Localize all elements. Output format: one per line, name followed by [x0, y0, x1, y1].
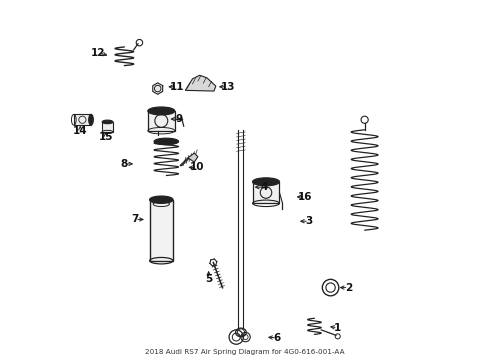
- Text: 3: 3: [305, 216, 312, 226]
- Polygon shape: [185, 75, 215, 91]
- Text: 1: 1: [333, 323, 341, 333]
- Bar: [149, 200, 173, 261]
- Bar: [252, 182, 279, 203]
- Text: 2: 2: [344, 283, 351, 293]
- Bar: [102, 122, 113, 132]
- Text: 2018 Audi RS7 Air Spring Diagram for 4G0-616-001-AA: 2018 Audi RS7 Air Spring Diagram for 4G0…: [144, 349, 344, 355]
- Bar: [74, 114, 91, 125]
- Ellipse shape: [102, 120, 113, 124]
- Ellipse shape: [252, 178, 279, 186]
- Text: 16: 16: [298, 192, 312, 202]
- Polygon shape: [152, 83, 163, 94]
- Text: 7: 7: [131, 215, 139, 224]
- Text: 5: 5: [204, 274, 212, 284]
- Text: 8: 8: [121, 159, 128, 169]
- Text: 10: 10: [189, 162, 204, 172]
- Ellipse shape: [88, 114, 93, 125]
- Text: 9: 9: [175, 114, 183, 124]
- Polygon shape: [180, 153, 198, 166]
- Text: 15: 15: [98, 132, 113, 142]
- Ellipse shape: [149, 196, 173, 203]
- Text: 11: 11: [169, 82, 184, 92]
- Text: 12: 12: [91, 48, 105, 58]
- Bar: [147, 111, 174, 131]
- Text: 14: 14: [73, 126, 87, 135]
- Text: 6: 6: [273, 333, 280, 343]
- Ellipse shape: [154, 138, 178, 145]
- Ellipse shape: [147, 107, 174, 115]
- Text: 4: 4: [260, 182, 267, 192]
- Text: 13: 13: [220, 82, 234, 92]
